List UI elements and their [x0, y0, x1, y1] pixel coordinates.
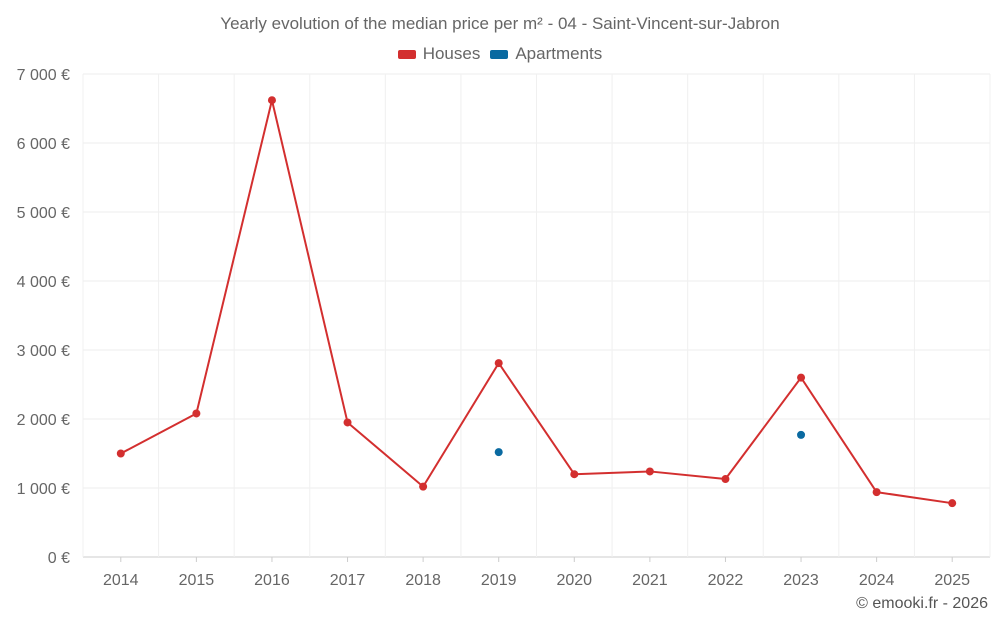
x-tick-label: 2016	[254, 572, 290, 589]
legend-swatch-houses	[397, 49, 416, 59]
y-tick-label: 2 000 €	[17, 412, 70, 429]
series-line-houses	[120, 99, 953, 505]
data-point-houses	[192, 409, 201, 418]
x-tick-label: 2021	[632, 572, 668, 589]
y-tick-label: 6 000 €	[17, 136, 70, 153]
data-point-houses	[645, 467, 654, 476]
y-tick-label: 1 000 €	[17, 481, 70, 498]
x-tick-label: 2017	[330, 572, 366, 589]
data-point-houses	[419, 482, 428, 491]
credit-text: © emooki.fr - 2026	[856, 595, 988, 612]
data-point-apartments	[797, 430, 806, 439]
data-point-houses	[570, 470, 579, 479]
y-tick-label: 4 000 €	[17, 274, 70, 291]
x-tick-label: 2015	[179, 572, 215, 589]
y-tick-label: 3 000 €	[17, 343, 70, 360]
data-point-houses	[267, 96, 276, 105]
data-point-houses	[494, 359, 503, 368]
x-tick-label: 2019	[481, 572, 517, 589]
x-tick-label: 2014	[103, 572, 139, 589]
x-tick-label: 2022	[708, 572, 744, 589]
legend-swatch-apartments	[490, 49, 509, 59]
x-tick-label: 2020	[556, 572, 592, 589]
legend-label-apartments: Apartments	[515, 44, 603, 63]
x-tick-label: 2018	[405, 572, 441, 589]
legend-item-apartments[interactable]: Apartments	[490, 44, 602, 64]
legend-item-houses[interactable]: Houses	[397, 44, 481, 64]
y-tick-label: 7 000 €	[17, 67, 70, 84]
x-tick-label: 2024	[859, 572, 895, 589]
data-point-houses	[872, 488, 881, 497]
data-point-houses	[948, 499, 957, 508]
x-tick-label: 2025	[934, 572, 970, 589]
data-point-houses	[721, 475, 730, 484]
data-point-houses	[343, 418, 352, 427]
data-point-apartments	[494, 448, 503, 457]
y-tick-label: 0 €	[48, 550, 70, 567]
chart-title: Yearly evolution of the median price per…	[220, 14, 780, 33]
legend: Houses Apartments	[0, 44, 1000, 64]
x-tick-label: 2023	[783, 572, 819, 589]
legend-label-houses: Houses	[422, 44, 481, 63]
data-point-houses	[797, 373, 806, 382]
data-point-houses	[116, 449, 125, 458]
y-tick-label: 5 000 €	[17, 205, 70, 222]
